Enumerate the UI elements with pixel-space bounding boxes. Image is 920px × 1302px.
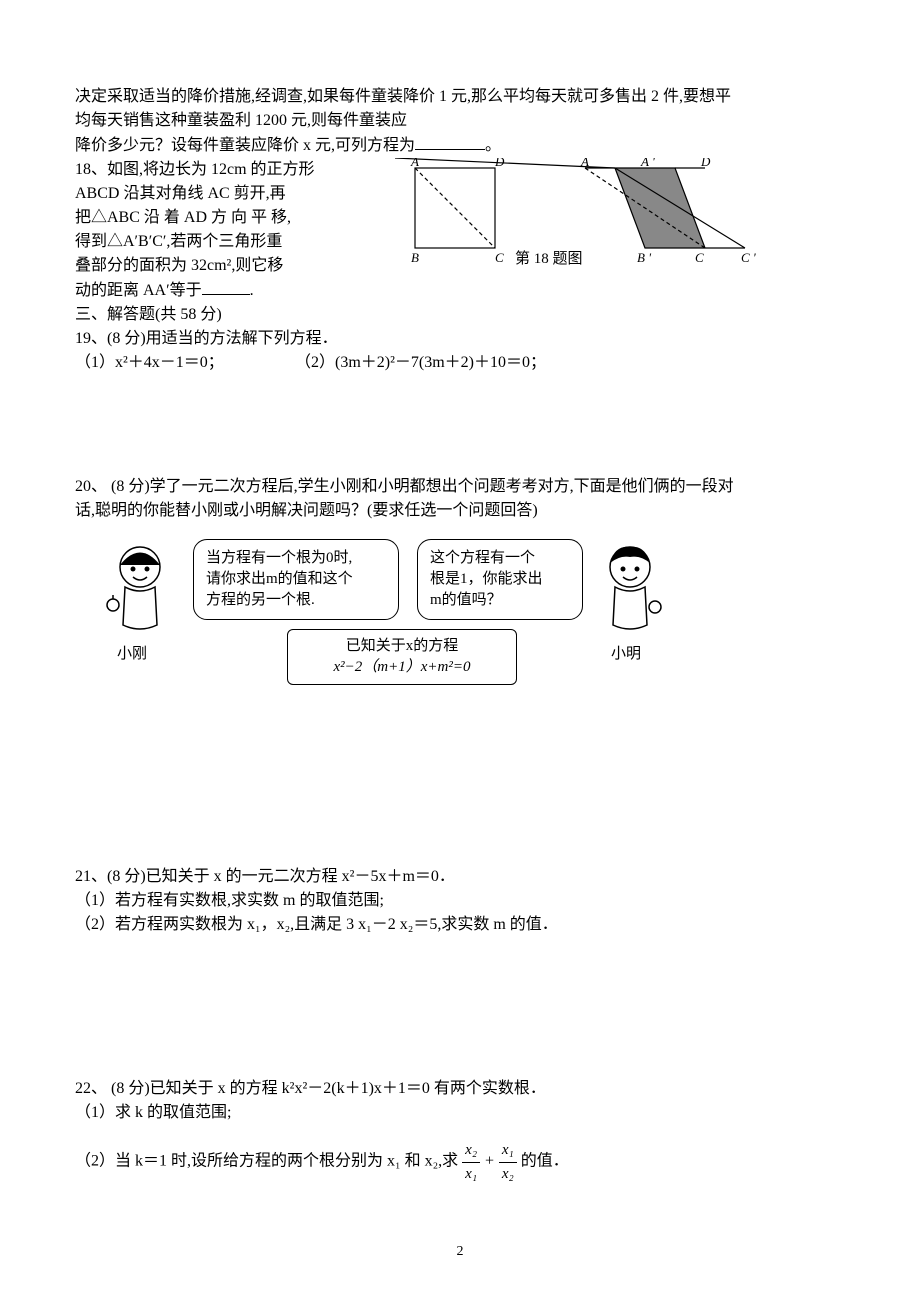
q21-p2: （2）若方程两实数根为 x₁，x₂,且满足 3 x₁－2 x₂＝5,求实数 m … xyxy=(75,913,850,937)
name-left: 小刚 xyxy=(117,643,147,666)
bubble-right-1: 这个方程有一个 xyxy=(430,550,535,566)
name-right: 小明 xyxy=(611,643,641,666)
q19-part1: （1）x²＋4x－1＝0； xyxy=(75,351,295,375)
lbl-Cp: C ' xyxy=(741,250,756,265)
q17-line3-b: 。 xyxy=(485,137,501,154)
q18-l5: 叠部分的面积为 32cm²,则它移 xyxy=(75,254,395,278)
bubble-right: 这个方程有一个 根是1，你能求出 m的值吗？ xyxy=(417,539,583,620)
lbl-A2: A xyxy=(580,158,589,169)
spacer-2 xyxy=(75,695,850,865)
q22-p2: （2）当 k＝1 时,设所给方程的两个根分别为 x₁ 和 x₂,求 x₂ x₁ … xyxy=(75,1139,850,1185)
q18-svg: A D B C xyxy=(395,158,825,278)
frac-2: x₁ x₂ xyxy=(499,1139,517,1185)
lbl-D2: D xyxy=(700,158,711,169)
bubble-left-3: 方程的另一个根. xyxy=(206,592,315,608)
q17-line1: 决定采取适当的降价措施,经调查,如果每件童装降价 1 元,那么平均每天就可多售出… xyxy=(75,85,850,109)
q21-stem: 21、(8 分)已知关于 x 的一元二次方程 x²－5x＋m＝0． xyxy=(75,865,850,889)
lbl-Ap: A ' xyxy=(640,158,655,169)
lbl-A: A xyxy=(410,158,419,169)
spacer-1 xyxy=(75,375,850,475)
q18-l3: 把△ABC 沿 着 AD 方 向 平 移, xyxy=(75,206,395,230)
bubble-left-1: 当方程有一个根为0时, xyxy=(206,550,352,566)
plus: + xyxy=(484,1153,495,1170)
q20-l2: 话,聪明的你能替小刚或小明解决问题吗？(要求任选一个问题回答) xyxy=(75,499,850,523)
lbl-C: C xyxy=(495,250,504,265)
q19-parts: （1）x²＋4x－1＝0； （2）(3m＋2)²－7(3m＋2)＋10＝0； xyxy=(75,351,850,375)
frac1-den: x₁ xyxy=(462,1162,480,1186)
bubble-center-2: x²−2（m+1）x+m²=0 xyxy=(334,659,471,675)
bubble-left: 当方程有一个根为0时, 请你求出m的值和这个 方程的另一个根. xyxy=(193,539,399,620)
frac-1: x₂ x₁ xyxy=(462,1139,480,1185)
page: 决定采取适当的降价措施,经调查,如果每件童装降价 1 元,那么平均每天就可多售出… xyxy=(0,0,920,1302)
q18-l6-a: 动的距离 AA′等于 xyxy=(75,282,202,299)
q18-figure: A D B C xyxy=(395,158,850,288)
lbl-B: B xyxy=(411,250,419,265)
q20-figure: 小刚 当方程有一个根为0时, 请你求出m的值和这个 方程的另一个根. 这个方程有… xyxy=(75,535,850,695)
bubble-center-1: 已知关于x的方程 xyxy=(346,638,459,654)
q22-p1: （1）求 k 的取值范围; xyxy=(75,1101,850,1125)
bubble-center: 已知关于x的方程 x²−2（m+1）x+m²=0 xyxy=(287,629,517,685)
boy-left-icon xyxy=(95,535,185,645)
q17-line3: 降价多少元？设每件童装应降价 x 元,可列方程为 。 xyxy=(75,133,850,158)
lbl-C3: C xyxy=(695,250,704,265)
frac2-den: x₂ xyxy=(499,1162,517,1186)
q17-line3-a: 降价多少元？设每件童装应降价 x 元,可列方程为 xyxy=(75,137,415,154)
q18-text: 18、如图,将边长为 12cm 的正方形 ABCD 沿其对角线 AC 剪开,再 … xyxy=(75,158,395,303)
frac1-num: x₂ xyxy=(462,1139,480,1162)
frac2-num: x₁ xyxy=(499,1139,517,1162)
section-3-title: 三、解答题(共 58 分) xyxy=(75,303,850,327)
q18-caption: 第 18 题图 xyxy=(515,248,583,271)
lbl-Bp: B ' xyxy=(637,250,651,265)
q20-l1: 20、 (8 分)学了一元二次方程后,学生小刚和小明都想出个问题考考对方,下面是… xyxy=(75,475,850,499)
bubble-left-2: 请你求出m的值和这个 xyxy=(206,571,353,587)
q18-l1: 18、如图,将边长为 12cm 的正方形 xyxy=(75,158,395,182)
bubble-right-2: 根是1，你能求出 xyxy=(430,571,543,587)
q22-stem: 22、 (8 分)已知关于 x 的方程 k²x²－2(k＋1)x＋1＝0 有两个… xyxy=(75,1077,850,1101)
q17-line2: 均每天销售这种童装盈利 1200 元,则每件童装应 xyxy=(75,109,850,133)
q22-p2-b: 的值． xyxy=(521,1153,569,1170)
q18-l4: 得到△A′B′C′,若两个三角形重 xyxy=(75,230,395,254)
q18-l2: ABCD 沿其对角线 AC 剪开,再 xyxy=(75,182,395,206)
q17-blank xyxy=(415,133,485,150)
q18-l6-b: . xyxy=(250,282,254,299)
q18-l6: 动的距离 AA′等于. xyxy=(75,278,395,303)
q22-p2-a: （2）当 k＝1 时,设所给方程的两个根分别为 x₁ 和 x₂,求 xyxy=(75,1153,458,1170)
bubble-right-3: m的值吗？ xyxy=(430,592,502,608)
spacer-3 xyxy=(75,937,850,1077)
q21-p1: （1）若方程有实数根,求实数 m 的取值范围; xyxy=(75,889,850,913)
page-number: 2 xyxy=(0,1241,920,1262)
q18-blank xyxy=(202,278,250,295)
q18-block: 18、如图,将边长为 12cm 的正方形 ABCD 沿其对角线 AC 剪开,再 … xyxy=(75,158,850,303)
content-area: 决定采取适当的降价措施,经调查,如果每件童装降价 1 元,那么平均每天就可多售出… xyxy=(75,85,850,1185)
boy-right-icon xyxy=(585,535,675,645)
q19-part2: （2）(3m＋2)²－7(3m＋2)＋10＝0； xyxy=(295,351,850,375)
q19-stem: 19、(8 分)用适当的方法解下列方程． xyxy=(75,327,850,351)
